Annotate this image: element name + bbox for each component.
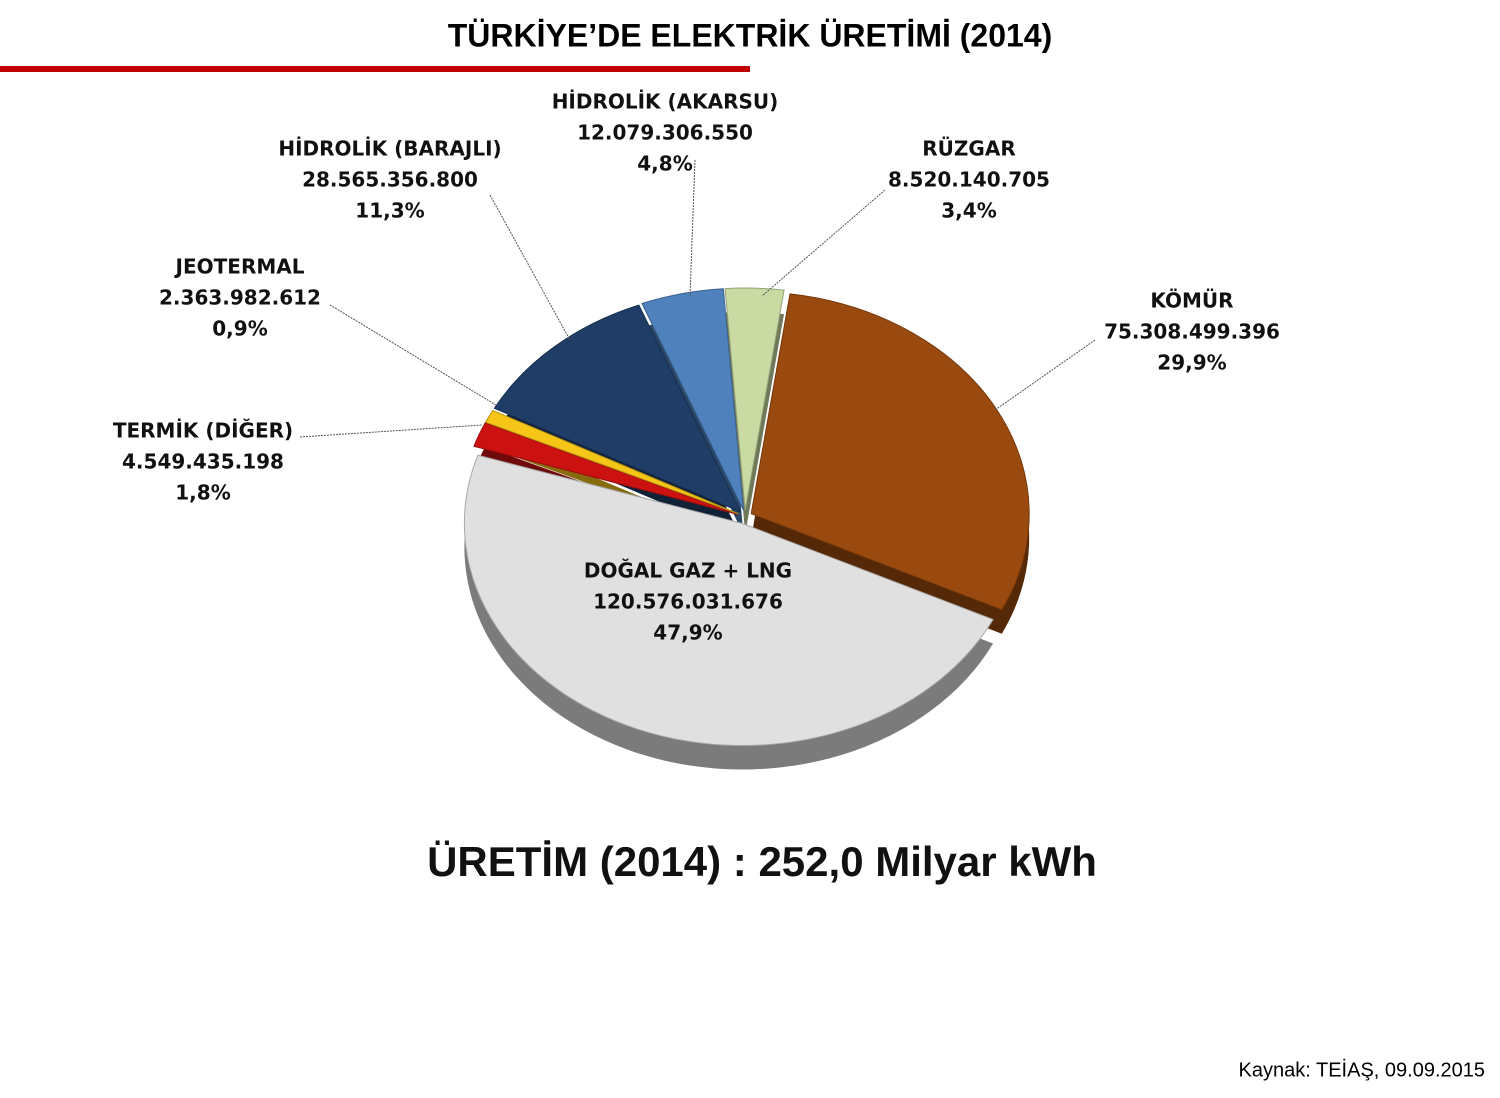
value-label: 2.363.982.612 bbox=[159, 286, 321, 310]
value-label: 120.576.031.676 bbox=[593, 590, 783, 614]
percent-label: 29,9% bbox=[1157, 351, 1226, 375]
category-label: HİDROLİK (AKARSU) bbox=[552, 90, 779, 114]
percent-label: 4,8% bbox=[637, 152, 692, 176]
leader-line bbox=[329, 304, 497, 406]
slice bbox=[493, 304, 742, 513]
percent-label: 47,9% bbox=[653, 621, 722, 645]
value-label: 12.079.306.550 bbox=[577, 121, 753, 145]
category-label: TERMİK (DİĞER) bbox=[113, 419, 293, 443]
value-label: 28.565.356.800 bbox=[302, 168, 478, 192]
percent-label: 0,9% bbox=[212, 317, 267, 341]
category-label: HİDROLİK (BARAJLI) bbox=[278, 137, 501, 161]
slice bbox=[724, 287, 785, 511]
value-label: 4.549.435.198 bbox=[122, 450, 284, 474]
percent-label: 1,8% bbox=[175, 481, 230, 505]
title-rule bbox=[0, 66, 750, 72]
slice bbox=[641, 288, 744, 511]
category-label: DOĞAL GAZ + LNG bbox=[584, 559, 792, 583]
percent-label: 11,3% bbox=[355, 199, 424, 223]
leader-line bbox=[761, 189, 886, 297]
slice bbox=[463, 454, 994, 746]
percent-label: 3,4% bbox=[941, 199, 996, 223]
slice bbox=[473, 422, 739, 515]
value-label: 75.308.499.396 bbox=[1104, 320, 1280, 344]
annotation: ÜRETİM (2014) : 252,0 Milyar kWh bbox=[427, 838, 1097, 885]
source: Kaynak: TEİAŞ, 09.09.2015 bbox=[1239, 1058, 1485, 1081]
leader-line bbox=[994, 339, 1096, 411]
value-label: 8.520.140.705 bbox=[888, 168, 1050, 192]
category-label: RÜZGAR bbox=[922, 137, 1015, 161]
category-label: JEOTERMAL bbox=[174, 255, 305, 279]
leader-line bbox=[689, 159, 696, 297]
leader-line bbox=[299, 424, 483, 438]
leader-line bbox=[489, 194, 571, 341]
chart-title: TÜRKİYE’DE ELEKTRİK ÜRETİMİ (2014) bbox=[448, 17, 1053, 53]
category-label: KÖMÜR bbox=[1150, 289, 1233, 313]
pie-slices bbox=[463, 287, 1030, 746]
labels: KÖMÜR 75.308.499.396 29,9% DOĞAL GAZ + LNG 1… bbox=[113, 90, 1280, 645]
leader-lines bbox=[299, 159, 1096, 438]
slice bbox=[484, 409, 739, 515]
